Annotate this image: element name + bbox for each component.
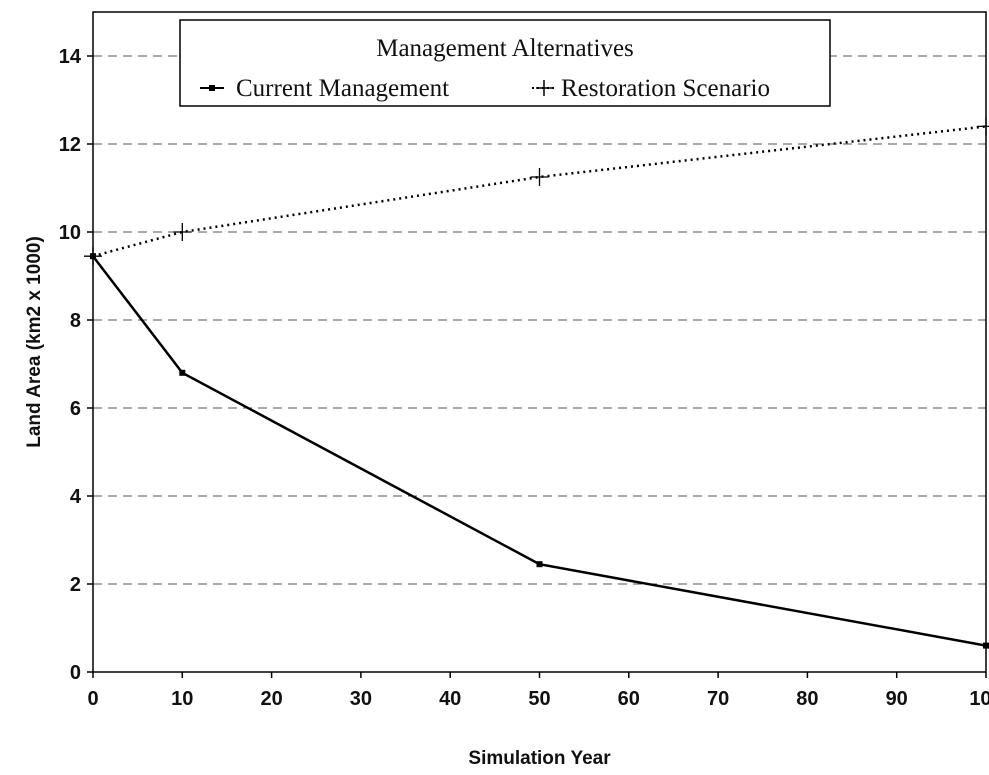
- x-tick-label: 40: [439, 688, 461, 710]
- y-tick-label: 4: [70, 486, 82, 508]
- data-point-current-management: [983, 642, 989, 649]
- data-point-restoration-scenario: [173, 223, 192, 241]
- y-axis-ticks: 0 2 4 6 8 10 12 14: [59, 46, 93, 684]
- y-tick-label: 6: [70, 398, 81, 420]
- legend-marker-current-management: [209, 85, 215, 91]
- x-tick-label: 80: [796, 688, 818, 710]
- y-axis-title: Land Area (km2 x 1000): [24, 236, 45, 448]
- data-point-current-management: [536, 561, 543, 568]
- x-axis-ticks: 0 10 20 30 40 50 60 70 80 90 100: [87, 672, 989, 710]
- plot-area: [92, 11, 987, 673]
- y-tick-label: 12: [59, 134, 81, 156]
- data-point-restoration-scenario: [530, 168, 549, 186]
- legend-title: Management Alternatives: [376, 35, 634, 62]
- x-tick-label: 30: [350, 688, 372, 710]
- data-point-restoration-scenario: [84, 247, 102, 266]
- legend-label-restoration-scenario: Restoration Scenario: [561, 75, 770, 102]
- x-tick-label: 100: [969, 688, 989, 710]
- x-tick-label: 20: [260, 688, 282, 710]
- data-point-current-management: [179, 369, 186, 376]
- series-group: [84, 117, 989, 649]
- x-tick-label: 10: [171, 688, 193, 710]
- y-tick-label: 14: [59, 46, 82, 68]
- x-axis-title: Simulation Year: [468, 748, 611, 769]
- data-point-restoration-scenario: [977, 117, 989, 136]
- legend-marker-restoration-scenario: [536, 80, 552, 96]
- series-line-current-management: [92, 255, 987, 647]
- series-line-restoration-scenario: [92, 125, 987, 258]
- x-tick-label: 60: [618, 688, 640, 710]
- y-tick-label: 2: [70, 574, 81, 596]
- y-tick-label: 8: [70, 310, 81, 332]
- legend-label-current-management: Current Management: [236, 75, 449, 102]
- x-tick-label: 70: [707, 688, 729, 710]
- legend-box: [179, 19, 831, 107]
- legend: Management Alternatives Current Manageme…: [179, 19, 831, 107]
- y-tick-label: 0: [70, 662, 81, 684]
- x-tick-label: 0: [87, 688, 98, 710]
- y-tick-label: 10: [59, 222, 81, 244]
- gridlines: [93, 55, 986, 585]
- x-tick-label: 50: [528, 688, 550, 710]
- x-tick-label: 90: [886, 688, 908, 710]
